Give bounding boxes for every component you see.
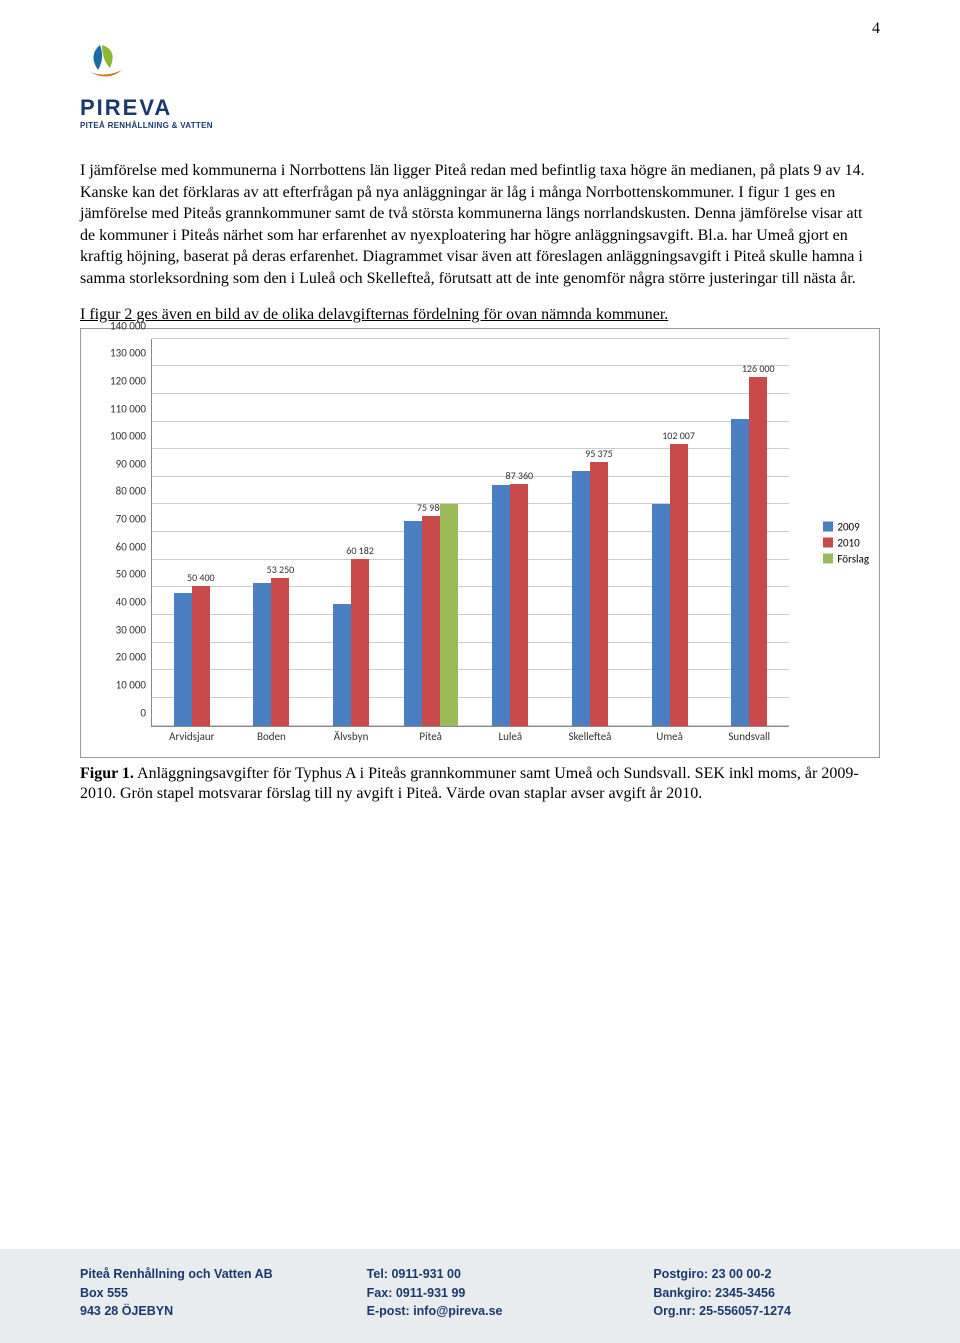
footer-email: E-post: info@pireva.se xyxy=(367,1302,594,1321)
chart-ytick: 30 000 xyxy=(116,623,152,636)
bar: 53 250 xyxy=(271,578,289,725)
bar-value-label: 126 000 xyxy=(742,362,775,375)
chart-ytick: 40 000 xyxy=(116,596,152,609)
bar-group: 60 182Älvsbyn xyxy=(311,339,391,726)
chart-xtick: Sundsvall xyxy=(709,726,789,743)
bar: 60 182 xyxy=(351,559,369,725)
chart-ytick: 110 000 xyxy=(110,402,152,415)
figure-caption: Figur 1. Anläggningsavgifter för Typhus … xyxy=(80,764,880,806)
bar: 102 007 xyxy=(670,444,688,726)
paragraph-1: I jämförelse med kommunerna i Norrbotten… xyxy=(80,160,880,290)
chart-ytick: 10 000 xyxy=(116,678,152,691)
bar-value-label: 95 375 xyxy=(585,447,613,460)
footer-col-2: Tel: 0911-931 00 Fax: 0911-931 99 E-post… xyxy=(367,1265,594,1321)
chart-legend: 2009 2010 Förslag xyxy=(823,517,869,568)
logo-icon xyxy=(80,40,200,90)
chart-ytick: 20 000 xyxy=(116,651,152,664)
bar-group: 87 360Luleå xyxy=(471,339,551,726)
bar xyxy=(174,593,192,726)
chart-xtick: Piteå xyxy=(391,726,471,743)
chart-xtick: Luleå xyxy=(471,726,551,743)
bar-group: 126 000Sundsvall xyxy=(709,339,789,726)
chart-ytick: 140 000 xyxy=(110,319,152,332)
footer-tel: Tel: 0911-931 00 xyxy=(367,1265,594,1284)
bar-value-label: 60 182 xyxy=(346,544,374,557)
bar: 95 375 xyxy=(590,462,608,726)
bar-group: 95 375Skellefteå xyxy=(550,339,630,726)
caption-label: Figur 1. xyxy=(80,765,134,782)
legend-swatch xyxy=(823,554,833,564)
bar xyxy=(333,604,351,726)
chart-ytick: 130 000 xyxy=(110,347,152,360)
footer-box: Box 555 xyxy=(80,1284,307,1303)
chart-ytick: 120 000 xyxy=(110,374,152,387)
bar-group: 53 250Boden xyxy=(232,339,312,726)
legend-item: 2010 xyxy=(823,536,869,549)
footer-city: 943 28 ÖJEBYN xyxy=(80,1302,307,1321)
bar xyxy=(731,419,749,726)
chart-xtick: Umeå xyxy=(630,726,710,743)
legend-item: Förslag xyxy=(823,552,869,565)
chart-ytick: 100 000 xyxy=(110,430,152,443)
bar-group: 102 007Umeå xyxy=(630,339,710,726)
bar xyxy=(253,583,271,725)
legend-label: 2010 xyxy=(837,536,859,549)
bar xyxy=(652,504,670,725)
legend-label: Förslag xyxy=(837,552,869,565)
bar xyxy=(572,471,590,725)
bar-group: 75 980Piteå xyxy=(391,339,471,726)
footer-col-1: Piteå Renhållning och Vatten AB Box 555 … xyxy=(80,1265,307,1321)
bar: 87 360 xyxy=(510,484,528,725)
bar xyxy=(404,521,422,726)
bar xyxy=(492,485,510,725)
bar-value-label: 102 007 xyxy=(662,429,695,442)
logo-subtitle: PITEÅ RENHÅLLNING & VATTEN xyxy=(80,121,880,130)
chart-ytick: 50 000 xyxy=(116,568,152,581)
page-footer: Piteå Renhållning och Vatten AB Box 555 … xyxy=(0,1249,960,1343)
chart-xtick: Arvidsjaur xyxy=(152,726,232,743)
legend-swatch xyxy=(823,538,833,548)
chart-ytick: 0 xyxy=(140,706,152,719)
caption-text: Anläggningsavgifter för Typhus A i Piteå… xyxy=(80,765,859,803)
logo: PIREVA PITEÅ RENHÅLLNING & VATTEN xyxy=(80,40,880,130)
footer-col-3: Postgiro: 23 00 00-2 Bankgiro: 2345-3456… xyxy=(653,1265,880,1321)
chart-ytick: 90 000 xyxy=(116,457,152,470)
bar-value-label: 87 360 xyxy=(506,469,534,482)
legend-label: 2009 xyxy=(837,520,859,533)
bar xyxy=(440,504,458,725)
footer-company: Piteå Renhållning och Vatten AB xyxy=(80,1265,307,1284)
footer-postgiro: Postgiro: 23 00 00-2 xyxy=(653,1265,880,1284)
footer-fax: Fax: 0911-931 99 xyxy=(367,1284,594,1303)
bar: 50 400 xyxy=(192,586,210,725)
bar: 126 000 xyxy=(749,377,767,725)
bar-chart: 0 10 000 20 000 30 000 40 000 50 000 60 000 70 … xyxy=(80,328,880,758)
bar-value-label: 50 400 xyxy=(187,571,215,584)
bar-group: 50 400Arvidsjaur xyxy=(152,339,232,726)
logo-name: PIREVA xyxy=(80,95,880,121)
legend-item: 2009 xyxy=(823,520,869,533)
chart-ytick: 80 000 xyxy=(116,485,152,498)
chart-intro: I figur 2 ges även en bild av de olika d… xyxy=(80,306,880,324)
chart-xtick: Boden xyxy=(232,726,312,743)
chart-xtick: Skellefteå xyxy=(550,726,630,743)
footer-orgnr: Org.nr: 25-556057-1274 xyxy=(653,1302,880,1321)
bar-value-label: 53 250 xyxy=(267,563,295,576)
footer-bankgiro: Bankgiro: 2345-3456 xyxy=(653,1284,880,1303)
legend-swatch xyxy=(823,522,833,532)
page-number: 4 xyxy=(872,20,880,38)
chart-xtick: Älvsbyn xyxy=(311,726,391,743)
chart-ytick: 70 000 xyxy=(116,513,152,526)
chart-ytick: 60 000 xyxy=(116,540,152,553)
bar: 75 980 xyxy=(422,516,440,726)
